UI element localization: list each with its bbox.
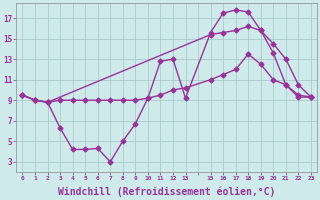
X-axis label: Windchill (Refroidissement éolien,°C): Windchill (Refroidissement éolien,°C): [58, 187, 276, 197]
